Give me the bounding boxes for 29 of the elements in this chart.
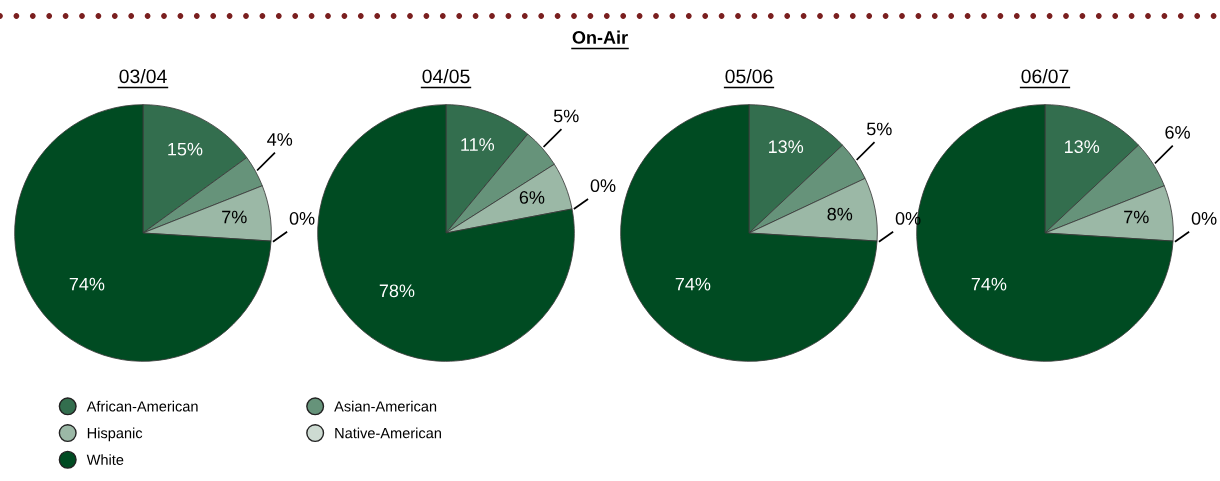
data-label: 78%: [379, 284, 415, 298]
data-label: 5%: [553, 109, 579, 123]
data-label: 8%: [827, 207, 853, 221]
text: 0%: [590, 179, 616, 193]
data-label: 74%: [971, 277, 1007, 291]
text: On-Air: [572, 30, 628, 44]
chart-title: 03/04: [119, 68, 167, 84]
data-label: 4%: [267, 133, 293, 146]
data-label: 7%: [222, 210, 247, 224]
data-label: 6%: [519, 191, 545, 204]
legend-label: Asian-American: [334, 400, 437, 412]
legend-label: Native-American: [335, 427, 441, 439]
chart-title: 06/07: [1021, 68, 1069, 84]
data-label: 7%: [1124, 210, 1149, 224]
data-label: 6%: [1165, 125, 1190, 139]
text: 0%: [289, 212, 315, 225]
data-label: 74%: [675, 277, 711, 291]
chart-title: 05/06: [725, 68, 773, 84]
chart-title: 04/05: [422, 68, 470, 84]
legend-label: Hispanic: [87, 427, 143, 442]
data-label: 74%: [69, 277, 105, 291]
legend-label: African-American: [86, 400, 198, 412]
data-label: 13%: [769, 140, 804, 154]
data-label: 11%: [461, 138, 495, 151]
data-label: 13%: [1065, 140, 1100, 154]
data-label: 15%: [168, 142, 203, 156]
legend-label: White: [86, 454, 124, 465]
text: 0%: [1191, 212, 1217, 225]
data-label: 5%: [866, 122, 892, 136]
